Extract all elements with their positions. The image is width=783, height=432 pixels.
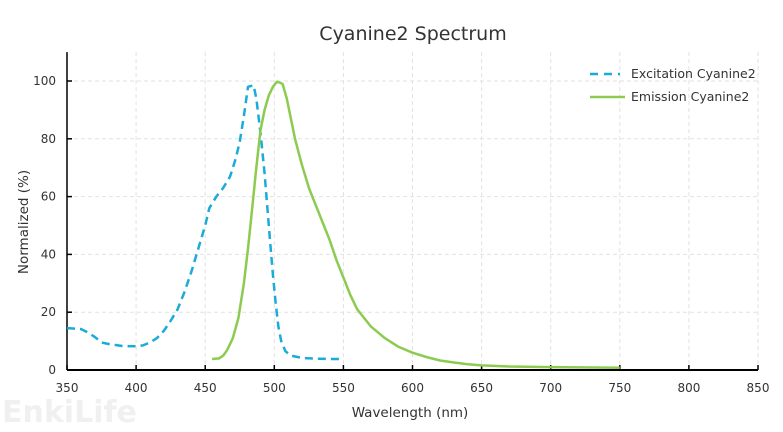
watermark: EnkiLife xyxy=(2,395,137,430)
series-group xyxy=(66,80,620,369)
x-tick-label: 700 xyxy=(539,381,562,395)
x-tick-label: 400 xyxy=(125,381,148,395)
x-tick-label: 550 xyxy=(332,381,355,395)
legend-label-excitation: Excitation Cyanine2 xyxy=(631,66,756,81)
chart-title: Cyanine2 Spectrum xyxy=(319,23,506,45)
x-tick-label: 800 xyxy=(677,381,700,395)
y-tick-label: 20 xyxy=(41,305,56,319)
x-tick-label: 650 xyxy=(470,381,493,395)
y-tick-label: 60 xyxy=(41,190,56,204)
x-axis-label: Wavelength (nm) xyxy=(352,405,469,421)
x-tick-label: 450 xyxy=(194,381,217,395)
legend: Excitation Cyanine2 Emission Cyanine2 xyxy=(590,66,756,104)
axes: 350 400 450 500 550 600 650 700 750 800 850 0 20 40 60… xyxy=(33,52,769,395)
series-line-emission xyxy=(211,80,620,369)
y-tick-label: 0 xyxy=(48,363,56,377)
grid xyxy=(67,52,759,370)
x-tick-label: 600 xyxy=(401,381,424,395)
x-tick-label: 850 xyxy=(747,381,770,395)
x-tick-label: 750 xyxy=(608,381,631,395)
x-tick-label: 500 xyxy=(263,381,286,395)
series-line-excitation xyxy=(66,84,344,361)
legend-label-emission: Emission Cyanine2 xyxy=(631,89,749,104)
y-tick-label: 80 xyxy=(41,132,56,146)
y-tick-label: 40 xyxy=(41,247,56,261)
y-tick-label: 100 xyxy=(33,74,56,88)
x-tick-label: 350 xyxy=(56,381,79,395)
y-axis-label: Normalized (%) xyxy=(16,170,32,274)
